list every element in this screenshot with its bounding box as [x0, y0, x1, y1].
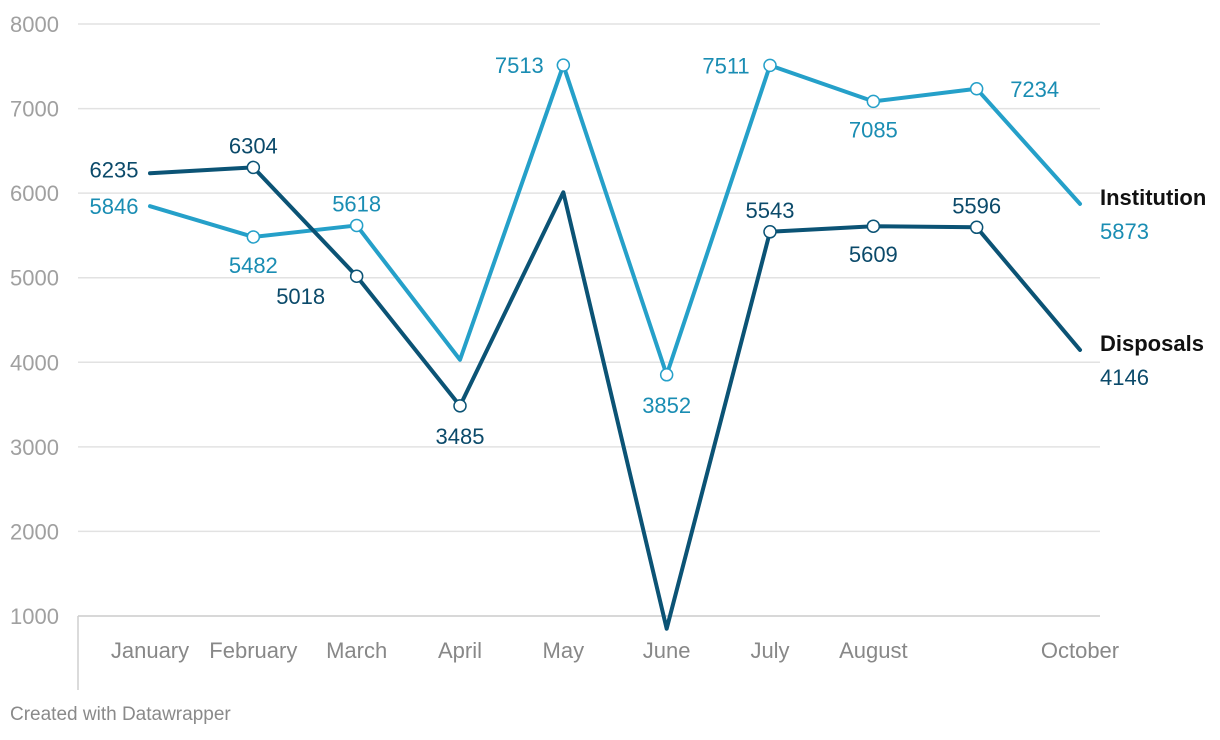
x-tick-label: March: [326, 638, 387, 663]
y-tick-label: 6000: [10, 181, 59, 206]
data-point-marker: [246, 230, 261, 244]
data-labels: 5846 5482 5618 7513 3852 7511 7085 7234 Institut…: [90, 53, 1207, 449]
data-label: 4146: [1100, 365, 1149, 390]
data-label: 5846: [90, 194, 139, 219]
data-point-marker: [349, 218, 364, 233]
data-label: 5018: [276, 284, 325, 309]
y-tick-label: 7000: [10, 97, 59, 122]
data-label: 6304: [229, 133, 278, 158]
y-tick-label: 2000: [10, 519, 59, 544]
data-point-marker: [969, 220, 984, 235]
data-label: 7085: [849, 117, 898, 142]
data-point-marker: [763, 225, 777, 239]
x-tick-label: April: [438, 638, 482, 663]
footer-credit: Created with Datawrapper: [10, 704, 231, 725]
y-tick-label: 3000: [10, 435, 59, 460]
data-point-marker: [969, 82, 984, 96]
series-lines: [148, 63, 1082, 631]
data-label: 7511: [702, 53, 749, 78]
x-tick-label: January: [111, 638, 189, 663]
line-chart: 1000 2000 3000 4000 5000 6000 7000 8000 January…: [10, 12, 1207, 690]
series-label-institution: Institution: [1100, 185, 1206, 210]
data-label: 5609: [849, 242, 898, 267]
x-tick-label: July: [750, 638, 789, 663]
series-label-disposals: Disposals: [1100, 331, 1204, 356]
x-axis: January February March April May June July Augu…: [111, 638, 1119, 663]
y-tick-label: 8000: [10, 12, 59, 37]
data-label: 5482: [229, 253, 278, 278]
series-markers: [246, 58, 984, 413]
y-tick-label: 5000: [10, 266, 59, 291]
data-label: 5596: [952, 193, 1001, 218]
data-label: 5873: [1100, 219, 1149, 244]
gridlines: [77, 23, 1100, 690]
data-point-marker: [246, 160, 261, 175]
data-label: 5543: [746, 198, 795, 223]
y-tick-label: 4000: [10, 350, 59, 375]
data-point-marker: [763, 58, 777, 73]
data-point-marker: [453, 399, 467, 413]
data-label: 6235: [90, 157, 139, 182]
y-axis: 1000 2000 3000 4000 5000 6000 7000 8000: [10, 12, 59, 629]
x-tick-label: May: [543, 638, 585, 663]
x-tick-label: October: [1041, 638, 1119, 663]
series-line-disposals: [148, 165, 1082, 631]
data-label: 7234: [1010, 77, 1059, 102]
data-label: 7513: [495, 53, 544, 78]
x-tick-label: June: [643, 638, 691, 663]
x-tick-label: February: [209, 638, 297, 663]
data-point-marker: [866, 94, 881, 109]
data-point-marker: [556, 58, 571, 72]
x-tick-label: August: [839, 638, 908, 663]
data-label: 3852: [642, 393, 691, 418]
data-label: 5618: [332, 191, 381, 216]
y-tick-label: 1000: [10, 604, 59, 629]
data-point-marker: [349, 269, 364, 283]
series-line-institution: [148, 63, 1082, 377]
data-label: 3485: [436, 424, 485, 449]
data-point-marker: [659, 368, 674, 382]
data-point-marker: [866, 219, 881, 233]
